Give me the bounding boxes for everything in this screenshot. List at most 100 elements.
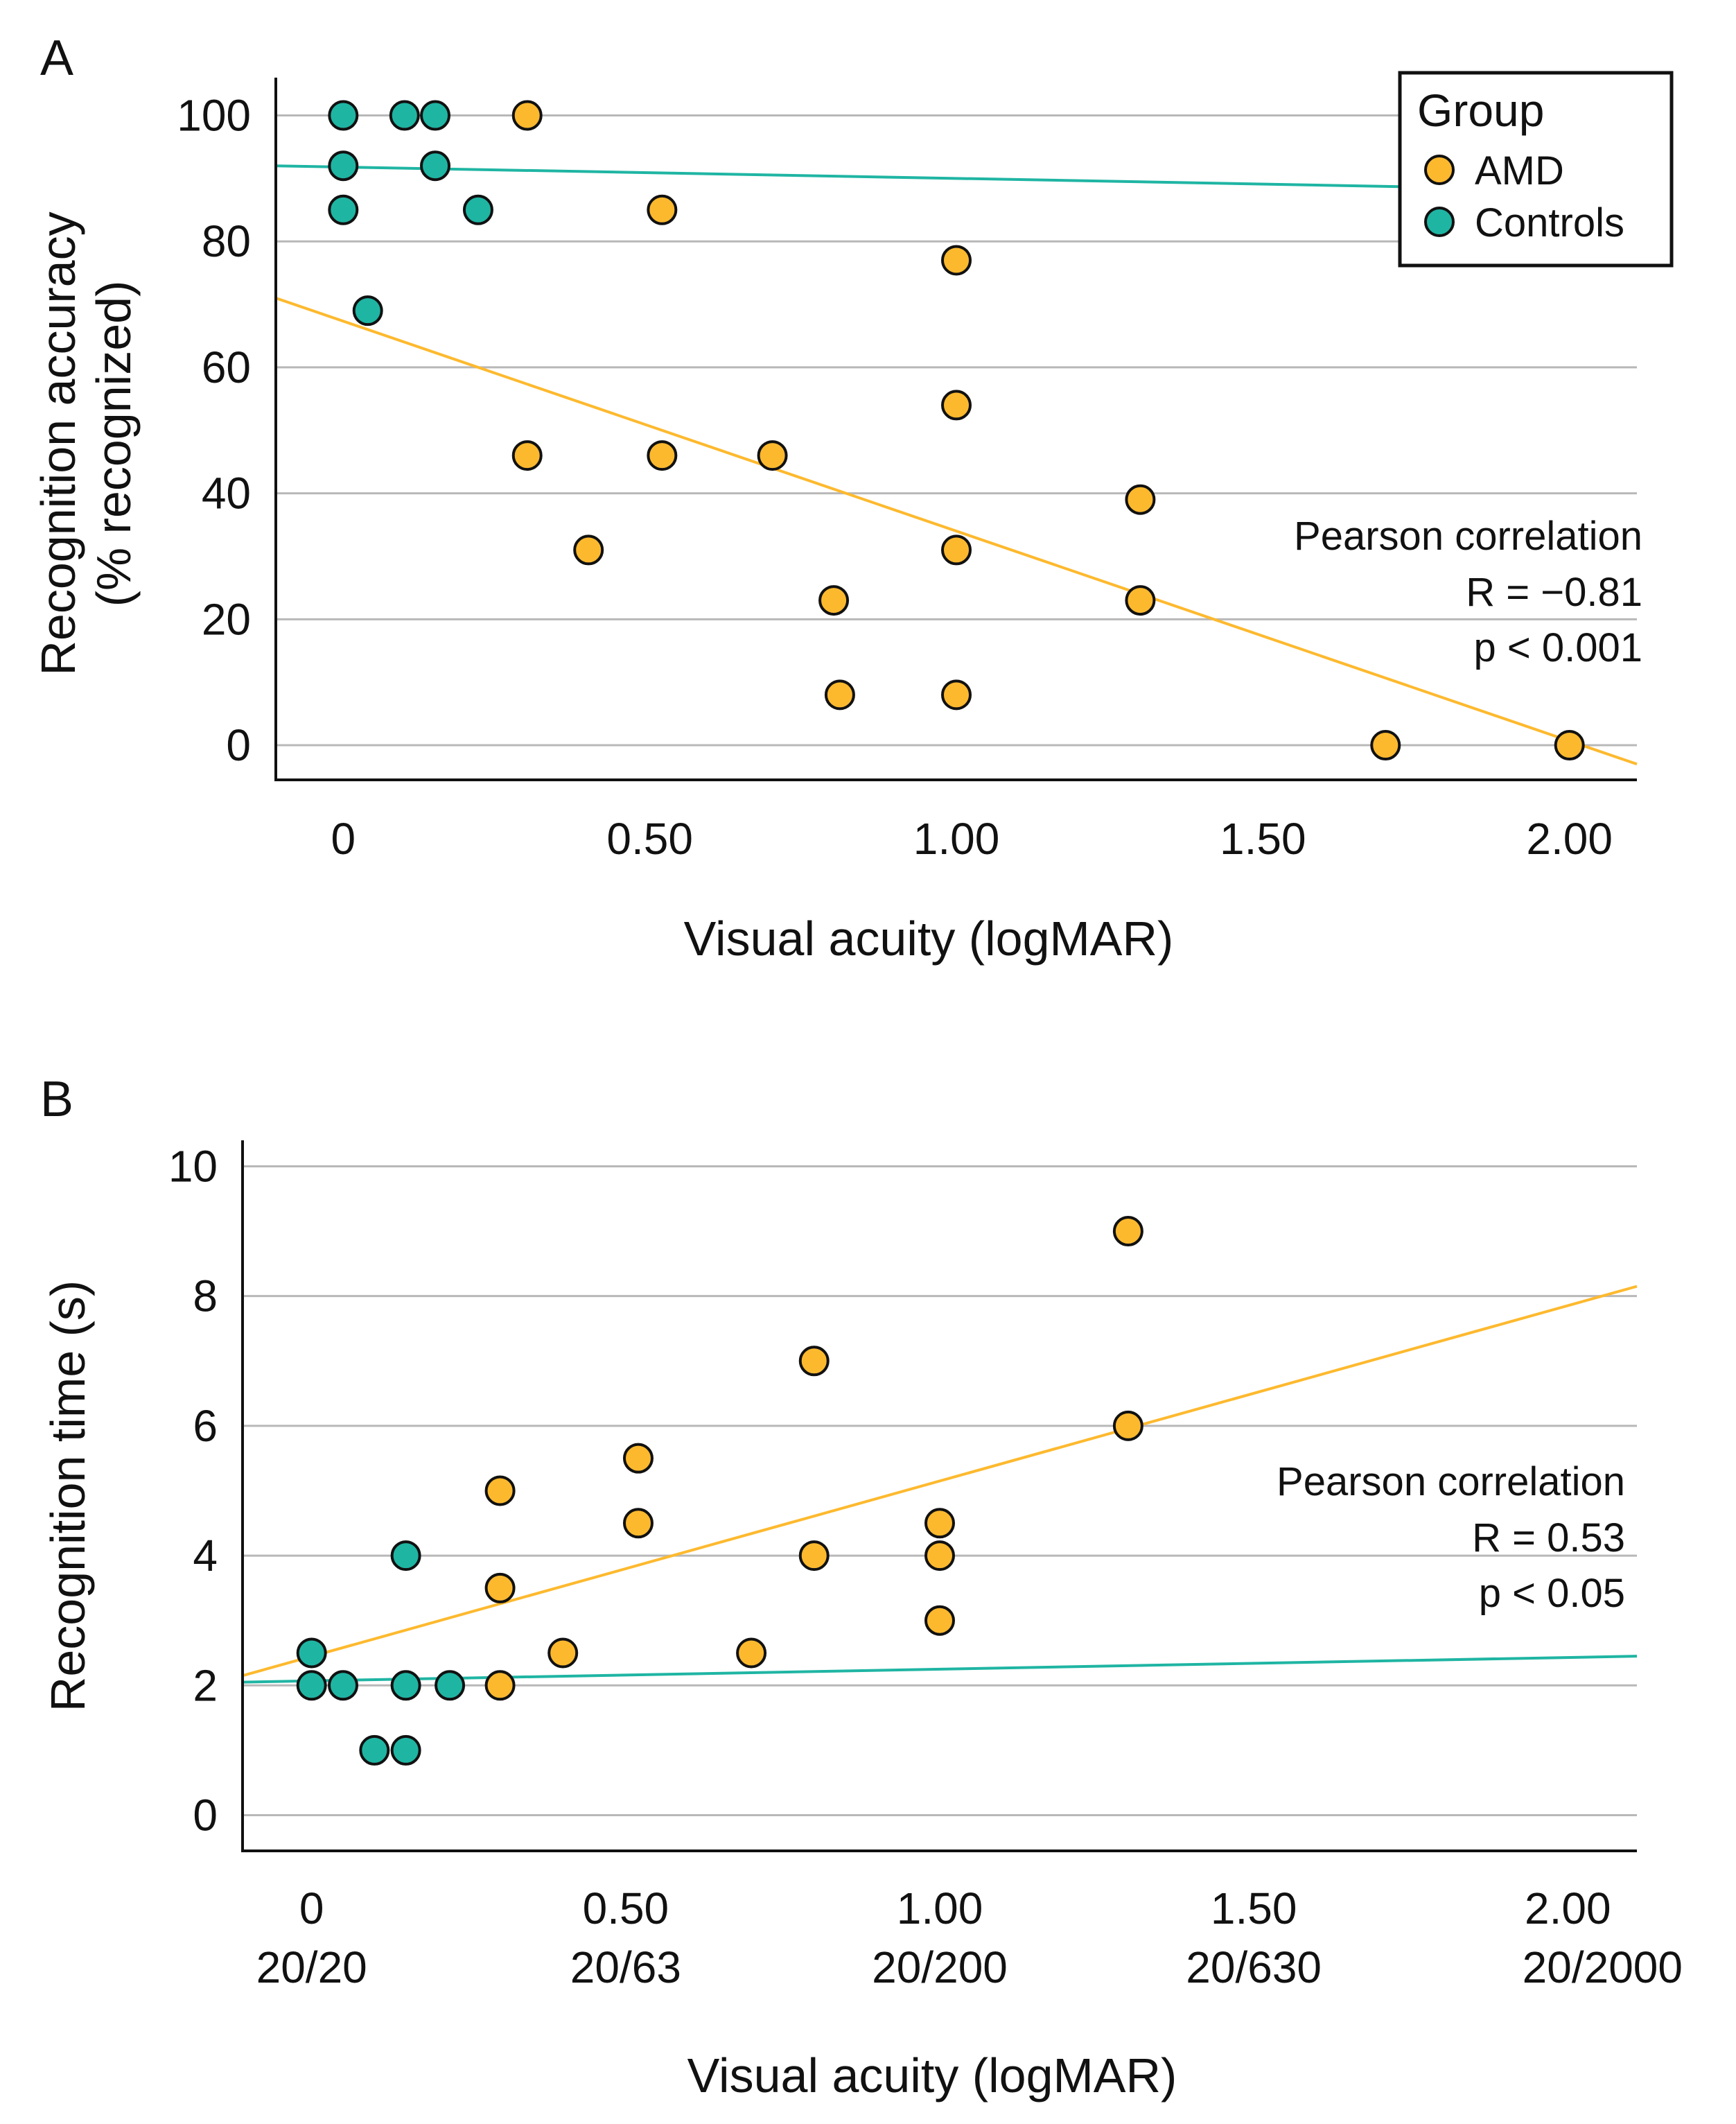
annotation-line: p < 0.001 [1474, 625, 1643, 670]
panel-label-b: B [40, 1072, 73, 1127]
annotation-line: R = 0.53 [1472, 1515, 1625, 1560]
point-amd [1554, 730, 1585, 761]
point-controls [420, 150, 451, 182]
x-tick-label: 1.00 [897, 1883, 983, 1933]
x-axis-title-b: Visual acuity (logMAR) [687, 2048, 1177, 2103]
x-tick-sublabel: 20/2000 [1523, 1942, 1683, 1992]
point-controls [435, 1670, 466, 1701]
point-controls [328, 150, 359, 182]
y-tick-label: 2 [193, 1660, 218, 1710]
fit-line-amd [275, 297, 1638, 766]
y-tick-label: 0 [226, 720, 251, 770]
x-tick-sublabel: 20/20 [256, 1942, 367, 1992]
y-tick-label: 20 [202, 594, 251, 644]
point-amd [1125, 585, 1156, 616]
y-tick-label: 6 [193, 1401, 218, 1451]
x-tick-sublabels-b: 20/20 20/63 20/200 20/630 20/2000 [256, 1942, 1683, 1992]
point-amd [941, 679, 972, 711]
point-controls [462, 194, 493, 225]
annotation-b: Pearson correlation R = 0.53 p < 0.05 [1277, 1459, 1625, 1616]
panel-label-a: A [40, 31, 73, 86]
x-tick-label: 0 [299, 1883, 324, 1933]
point-amd [647, 194, 678, 225]
annotation-line: p < 0.05 [1479, 1571, 1625, 1616]
legend-title: Group [1417, 85, 1544, 136]
x-tick-labels-b: 0 0.50 1.00 1.50 2.00 [299, 1883, 1611, 1933]
y-tick-label: 0 [193, 1791, 218, 1840]
point-amd [757, 440, 788, 471]
y-tick-label: 100 [177, 91, 251, 141]
point-amd [511, 440, 543, 471]
legend-marker-amd [1424, 155, 1455, 185]
y-tick-label: 80 [202, 216, 251, 266]
point-amd [511, 100, 543, 131]
point-controls [296, 1670, 327, 1701]
x-tick-label: 0.50 [606, 814, 693, 864]
y-axis-title-a-line1: Recognition accuracy [31, 211, 85, 675]
point-amd [1112, 1410, 1143, 1441]
annotation-line: Pearson correlation [1277, 1459, 1625, 1504]
legend-label-amd: AMD [1475, 148, 1564, 193]
y-tick-label: 40 [202, 469, 251, 519]
point-amd [824, 679, 855, 711]
point-amd [1112, 1216, 1143, 1247]
point-controls [328, 194, 359, 225]
point-amd [941, 245, 972, 276]
point-amd [924, 1605, 955, 1636]
point-amd [798, 1346, 830, 1377]
point-amd [1125, 484, 1156, 515]
point-amd [484, 1572, 516, 1603]
y-tick-labels-b: 0 2 4 6 8 10 [168, 1141, 218, 1840]
fit-line-controls [242, 1655, 1638, 1684]
point-amd [1370, 730, 1401, 761]
legend-box [1398, 71, 1674, 268]
panel-b: B 0 2 4 6 8 10 0 0.50 1.00 1.50 2.00 20/… [40, 1072, 1683, 2103]
y-axis-title-a-line2: (% recognized) [87, 281, 141, 607]
y-tick-labels-a: 0 20 40 60 80 100 [177, 91, 251, 771]
point-amd [547, 1637, 579, 1669]
point-controls [352, 295, 383, 327]
y-tick-label: 10 [168, 1141, 218, 1191]
x-tick-label: 2.00 [1525, 1883, 1611, 1933]
point-controls [390, 1540, 421, 1572]
point-amd [798, 1540, 830, 1572]
legend: Group AMD Controls [1398, 71, 1674, 268]
point-amd [924, 1540, 955, 1572]
y-tick-label: 60 [202, 342, 251, 392]
point-controls [296, 1637, 327, 1669]
point-amd [573, 534, 604, 566]
x-axis-title-a: Visual acuity (logMAR) [684, 912, 1174, 966]
point-controls [390, 1670, 421, 1701]
point-amd [622, 1508, 654, 1539]
y-tick-label: 4 [193, 1531, 218, 1581]
point-amd [736, 1637, 767, 1669]
y-axis-title-b: Recognition time (s) [41, 1280, 95, 1712]
annotation-a: Pearson correlation R = −0.81 p < 0.001 [1294, 514, 1642, 670]
point-controls [328, 100, 359, 131]
x-tick-label: 1.50 [1220, 814, 1306, 864]
point-controls [389, 100, 420, 131]
x-tick-sublabel: 20/630 [1186, 1942, 1322, 1992]
point-amd [647, 440, 678, 471]
point-amd [941, 390, 972, 421]
point-controls [420, 100, 451, 131]
point-amd [941, 534, 972, 566]
x-tick-label: 2.00 [1526, 814, 1613, 864]
x-tick-sublabel: 20/63 [570, 1942, 681, 1992]
y-tick-label: 8 [193, 1271, 218, 1321]
annotation-line: R = −0.81 [1466, 570, 1642, 615]
x-tick-label: 1.00 [913, 814, 1000, 864]
point-amd [484, 1670, 516, 1701]
point-amd [818, 585, 850, 616]
point-controls [359, 1734, 390, 1766]
point-amd [924, 1508, 955, 1539]
x-tick-label: 0 [331, 814, 356, 864]
x-tick-sublabel: 20/200 [872, 1942, 1008, 1992]
point-controls [328, 1670, 359, 1701]
point-amd [484, 1475, 516, 1506]
legend-marker-controls [1424, 207, 1455, 237]
panel-a: A 0 20 40 60 80 100 0 0.50 1.00 1.50 2.0… [31, 31, 1674, 966]
point-controls [390, 1734, 421, 1766]
x-tick-label: 0.50 [583, 1883, 669, 1933]
